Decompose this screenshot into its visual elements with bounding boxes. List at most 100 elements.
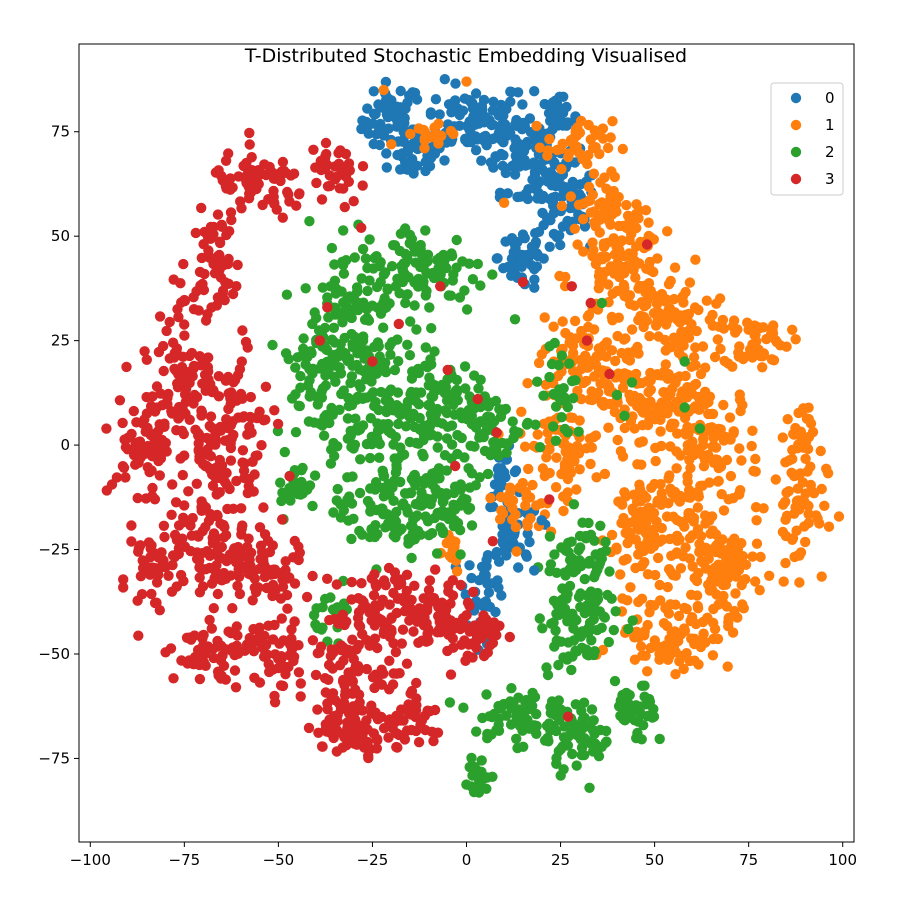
point-series-1	[747, 551, 758, 562]
point-series-2	[341, 255, 352, 266]
point-series-2	[600, 737, 611, 748]
point-series-2	[400, 297, 411, 309]
point-series-3	[163, 570, 174, 581]
point-series-2	[432, 507, 443, 519]
point-series-3	[323, 674, 334, 685]
point-series-2	[316, 386, 327, 397]
point-series-1	[626, 324, 638, 335]
point-series-2	[290, 427, 302, 438]
point-series-3	[267, 579, 279, 591]
point-series-1	[662, 226, 673, 237]
point-series-1	[656, 289, 667, 301]
point-series-1	[678, 663, 689, 675]
point-series-3	[195, 280, 206, 291]
point-series-0	[529, 282, 540, 293]
point-series-1	[605, 191, 616, 202]
point-series-3	[179, 450, 190, 461]
point-series-3	[254, 677, 266, 688]
point-series-1	[609, 171, 620, 183]
point-series-1	[645, 642, 656, 654]
point-series-2	[538, 390, 549, 401]
point-series-2	[338, 385, 349, 396]
point-series-2	[477, 712, 488, 724]
point-series-1	[648, 266, 659, 278]
point-series-1	[697, 634, 709, 646]
point-series-3	[118, 582, 129, 593]
point-series-1	[638, 321, 649, 333]
point-series-2	[481, 689, 492, 700]
point-series-1	[661, 511, 673, 522]
point-series-2	[601, 725, 612, 737]
point-series-3	[487, 536, 498, 547]
point-series-1	[633, 524, 645, 535]
point-series-3	[409, 580, 420, 591]
point-series-1	[725, 470, 737, 482]
point-series-2	[371, 251, 382, 262]
point-series-1	[754, 585, 765, 596]
point-series-0	[483, 587, 495, 598]
point-series-1	[507, 514, 518, 525]
point-series-3	[132, 492, 143, 504]
point-series-3	[236, 503, 247, 514]
point-series-2	[329, 450, 340, 462]
point-series-2	[446, 439, 458, 450]
point-series-2	[426, 359, 437, 370]
point-series-3	[455, 623, 466, 635]
point-series-2	[424, 302, 435, 313]
point-series-2	[295, 370, 306, 382]
point-series-1	[757, 351, 768, 362]
point-series-3	[244, 139, 255, 150]
point-series-2	[325, 281, 336, 292]
point-series-3	[196, 496, 207, 507]
point-series-1	[514, 482, 525, 493]
point-series-1	[707, 577, 719, 588]
point-series-2	[388, 512, 399, 523]
point-series-3	[257, 555, 268, 567]
point-series-3	[412, 616, 423, 627]
point-series-3	[322, 302, 333, 313]
point-series-1	[582, 158, 593, 170]
point-series-0	[402, 164, 413, 175]
point-series-1	[622, 595, 633, 606]
point-series-1	[663, 389, 674, 400]
point-series-0	[470, 88, 482, 99]
point-series-1	[622, 292, 633, 303]
point-series-2	[351, 282, 363, 293]
point-series-1	[652, 315, 663, 326]
point-series-1	[700, 563, 712, 574]
point-series-2	[534, 442, 546, 453]
point-series-3	[167, 337, 179, 348]
point-series-3	[225, 393, 236, 404]
point-series-2	[556, 350, 568, 361]
point-series-3	[341, 616, 352, 627]
point-series-1	[688, 512, 700, 524]
point-series-2	[579, 531, 590, 543]
y-tick-label: 0	[60, 436, 70, 454]
point-series-1	[690, 378, 702, 390]
point-series-1	[611, 544, 622, 555]
point-series-1	[650, 442, 661, 454]
point-series-0	[488, 133, 500, 144]
point-series-0	[460, 133, 471, 144]
point-series-3	[254, 631, 265, 642]
point-series-3	[159, 421, 170, 432]
point-series-1	[621, 199, 632, 211]
point-series-2	[426, 471, 437, 482]
point-series-3	[211, 489, 222, 500]
point-series-1	[694, 404, 705, 415]
point-series-1	[565, 412, 576, 423]
point-series-3	[225, 184, 236, 195]
point-series-2	[429, 346, 440, 357]
point-series-2	[413, 273, 424, 285]
point-series-1	[621, 553, 632, 565]
point-series-1	[747, 425, 758, 436]
point-series-1	[644, 607, 655, 618]
point-series-2	[571, 760, 582, 771]
point-series-3	[356, 222, 367, 233]
point-series-2	[296, 465, 307, 476]
point-series-1	[613, 220, 624, 232]
point-series-2	[388, 240, 399, 251]
point-series-1	[684, 533, 696, 544]
point-series-1	[635, 641, 647, 652]
point-series-2	[591, 624, 603, 636]
